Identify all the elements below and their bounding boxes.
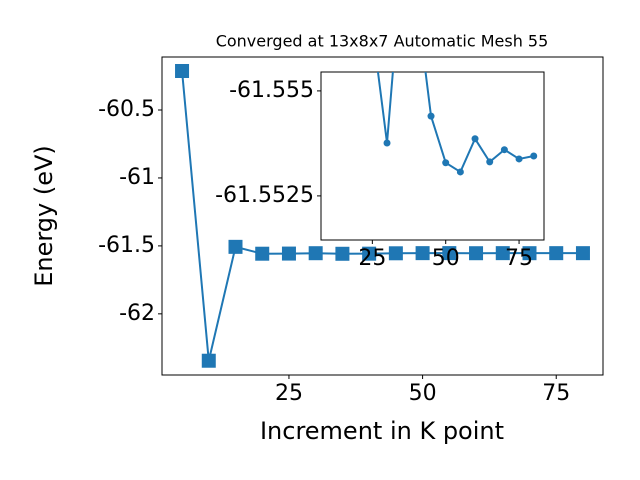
marker: [495, 246, 510, 261]
marker: [369, 24, 376, 31]
marker: [427, 112, 435, 120]
plot-area: [320, 71, 545, 241]
y-tick-label: -61.555: [229, 78, 314, 103]
marker: [500, 146, 508, 154]
marker: [530, 152, 538, 160]
marker: [515, 155, 523, 163]
marker: [442, 246, 457, 261]
x-tick-label: 50: [432, 246, 460, 271]
marker: [228, 239, 243, 254]
marker: [413, 0, 420, 2]
x-tick-label: 50: [409, 381, 437, 406]
x-tick-label: 75: [542, 381, 570, 406]
marker: [362, 246, 377, 261]
marker: [575, 246, 590, 261]
y-tick-label: -62: [119, 301, 155, 326]
y-tick-label: -61: [119, 165, 155, 190]
x-axis-label: Increment in K point: [260, 417, 504, 445]
series-line: [181, 70, 583, 361]
marker: [383, 139, 391, 147]
x-tick-label: 25: [358, 246, 386, 271]
series: [369, 0, 538, 176]
series: [175, 63, 590, 368]
marker: [471, 135, 479, 143]
marker: [388, 246, 403, 261]
y-tick-label: -61.5: [98, 233, 155, 258]
marker: [549, 246, 564, 261]
marker: [175, 63, 190, 78]
marker: [415, 246, 430, 261]
marker: [255, 246, 270, 261]
chart-title: Converged at 13x8x7 Automatic Mesh 55: [216, 32, 549, 51]
x-tick-label: 25: [275, 381, 303, 406]
marker: [281, 246, 296, 261]
marker: [308, 246, 323, 261]
marker: [335, 246, 350, 261]
marker: [522, 246, 537, 261]
y-axis-label: Energy (eV): [30, 145, 58, 287]
y-tick-label: -61.5525: [215, 183, 314, 208]
y-tick-label: -60.5: [98, 97, 155, 122]
x-tick-label: 75: [505, 246, 533, 271]
marker: [442, 159, 450, 167]
marker: [469, 246, 484, 261]
marker: [456, 168, 464, 176]
marker: [486, 158, 494, 166]
marker: [201, 353, 216, 368]
